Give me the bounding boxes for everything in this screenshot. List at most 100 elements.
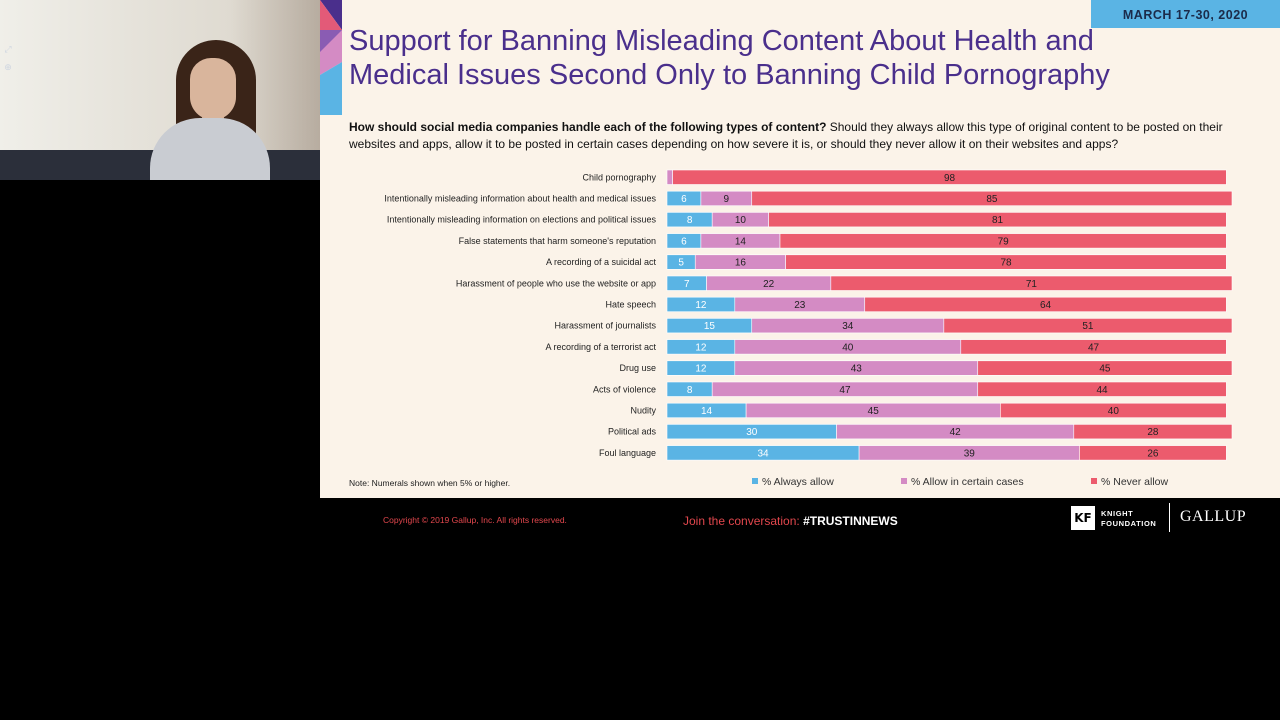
- row-label: Acts of violence: [593, 384, 656, 394]
- kf-line1: KNIGHT: [1101, 509, 1134, 518]
- bar-value-label: 12: [695, 364, 707, 375]
- hashtag: #TRUSTINNEWS: [803, 514, 898, 528]
- bar-segment: [830, 275, 1233, 291]
- bar-value-label: 7: [684, 279, 690, 290]
- bar-value-label: 8: [687, 385, 693, 396]
- row-label: Hate speech: [605, 299, 656, 309]
- bar-segment: [666, 169, 673, 185]
- bar-value-label: 64: [1040, 300, 1052, 311]
- bar-value-label: 6: [681, 236, 687, 247]
- question-detail: Should they always allow this type of or…: [349, 120, 1223, 151]
- bar-segment: [768, 212, 1227, 228]
- webcam-video[interactable]: ⤢ ⊕: [0, 0, 320, 180]
- row-label: Intentionally misleading information abo…: [384, 193, 656, 203]
- bar-value-label: 79: [998, 236, 1010, 247]
- row-label: A recording of a terrorist act: [545, 342, 656, 352]
- logo-divider: [1169, 503, 1170, 532]
- bar-segment: [943, 318, 1233, 334]
- row-label: Harassment of people who use the website…: [456, 278, 656, 288]
- legend-never: % Never allow: [1091, 476, 1168, 488]
- bar-value-label: 34: [842, 321, 854, 332]
- bar-value-label: 40: [842, 342, 854, 353]
- bar-value-label: 45: [1099, 364, 1111, 375]
- bar-segment: [672, 169, 1227, 185]
- bar-value-label: 85: [986, 194, 998, 205]
- knight-foundation-wordmark: KNIGHT FOUNDATION: [1101, 509, 1156, 529]
- expand-icon[interactable]: ⤢: [4, 45, 12, 55]
- legend-never-label: % Never allow: [1101, 476, 1169, 488]
- bar-value-label: 44: [1096, 385, 1108, 396]
- bar-value-label: 39: [964, 448, 976, 459]
- bar-value-label: 8: [687, 215, 693, 226]
- presenter-body: [150, 118, 270, 180]
- bar-segment: [1000, 402, 1227, 418]
- slide-title: Support for Banning Misleading Content A…: [349, 25, 1110, 91]
- bar-segment: [864, 296, 1227, 312]
- bar-segment: [960, 339, 1227, 355]
- bar-value-label: 10: [735, 215, 747, 226]
- bar-value-label: 23: [794, 300, 806, 311]
- row-label: Political ads: [608, 427, 657, 437]
- bar-value-label: 12: [695, 342, 707, 353]
- legend-certain: % Allow in certain cases: [901, 476, 1024, 488]
- legend-swatch-never: [1091, 478, 1097, 484]
- gallup-logo: GALLUP: [1180, 508, 1247, 525]
- question-bold: How should social media companies handle…: [349, 120, 827, 134]
- row-label: False statements that harm someone's rep…: [459, 236, 656, 246]
- bar-segment: [1079, 445, 1227, 461]
- bar-value-label: 51: [1082, 321, 1094, 332]
- bar-value-label: 47: [839, 385, 851, 396]
- bar-value-label: 42: [950, 427, 962, 438]
- presenter-face: [190, 58, 236, 120]
- bar-value-label: 98: [944, 173, 956, 184]
- bar-value-label: 15: [704, 321, 716, 332]
- kf-line2: FOUNDATION: [1101, 519, 1157, 528]
- legend-swatch-certain: [901, 478, 907, 484]
- legend-always-label: % Always allow: [762, 476, 834, 488]
- bar-value-label: 28: [1147, 427, 1159, 438]
- legend-always: % Always allow: [752, 476, 834, 488]
- bar-value-label: 71: [1026, 279, 1038, 290]
- presentation-slide: MARCH 17-30, 2020 Support for Banning Mi…: [320, 0, 1280, 498]
- legend-certain-label: % Allow in certain cases: [911, 476, 1024, 488]
- knight-foundation-logo: KF: [1071, 506, 1095, 530]
- bar-segment: [977, 381, 1227, 397]
- copyright-text: Copyright © 2019 Gallup, Inc. All rights…: [383, 515, 567, 525]
- slide-accent-shapes: [320, 0, 342, 115]
- survey-question: How should social media companies handle…: [349, 119, 1249, 153]
- bar-value-label: 14: [701, 406, 713, 417]
- bar-value-label: 78: [1000, 258, 1012, 269]
- bar-segment: [785, 254, 1227, 270]
- date-badge: MARCH 17-30, 2020: [1091, 0, 1280, 28]
- bar-value-label: 30: [746, 427, 758, 438]
- row-label: Drug use: [619, 363, 656, 373]
- bar-value-label: 12: [695, 300, 707, 311]
- bar-segment: [751, 190, 1233, 207]
- join-prefix: Join the conversation:: [683, 514, 804, 528]
- bar-value-label: 5: [678, 258, 684, 269]
- bar-value-label: 47: [1088, 342, 1100, 353]
- row-label: Harassment of journalists: [554, 321, 656, 331]
- bar-value-label: 16: [735, 258, 747, 269]
- row-label: A recording of a suicidal act: [546, 257, 657, 267]
- bar-value-label: 9: [724, 194, 730, 205]
- row-label: Foul language: [599, 448, 656, 458]
- bar-segment: [1073, 424, 1233, 440]
- bar-segment: [977, 360, 1233, 376]
- bar-value-label: 45: [868, 406, 880, 417]
- join-conversation: Join the conversation: #TRUSTINNEWS: [683, 514, 898, 528]
- bar-value-label: 22: [763, 279, 775, 290]
- chart-legend: % Always allow % Allow in certain cases …: [752, 476, 1252, 490]
- bar-value-label: 34: [757, 448, 769, 459]
- pin-icon[interactable]: ⊕: [4, 63, 12, 73]
- bar-value-label: 81: [992, 215, 1004, 226]
- bar-value-label: 6: [681, 194, 687, 205]
- bar-value-label: 26: [1147, 448, 1159, 459]
- row-label: Intentionally misleading information on …: [387, 215, 657, 225]
- bar-segment: [779, 233, 1227, 249]
- legend-swatch-always: [752, 478, 758, 484]
- row-label: Child pornography: [582, 172, 656, 182]
- bar-value-label: 14: [735, 236, 747, 247]
